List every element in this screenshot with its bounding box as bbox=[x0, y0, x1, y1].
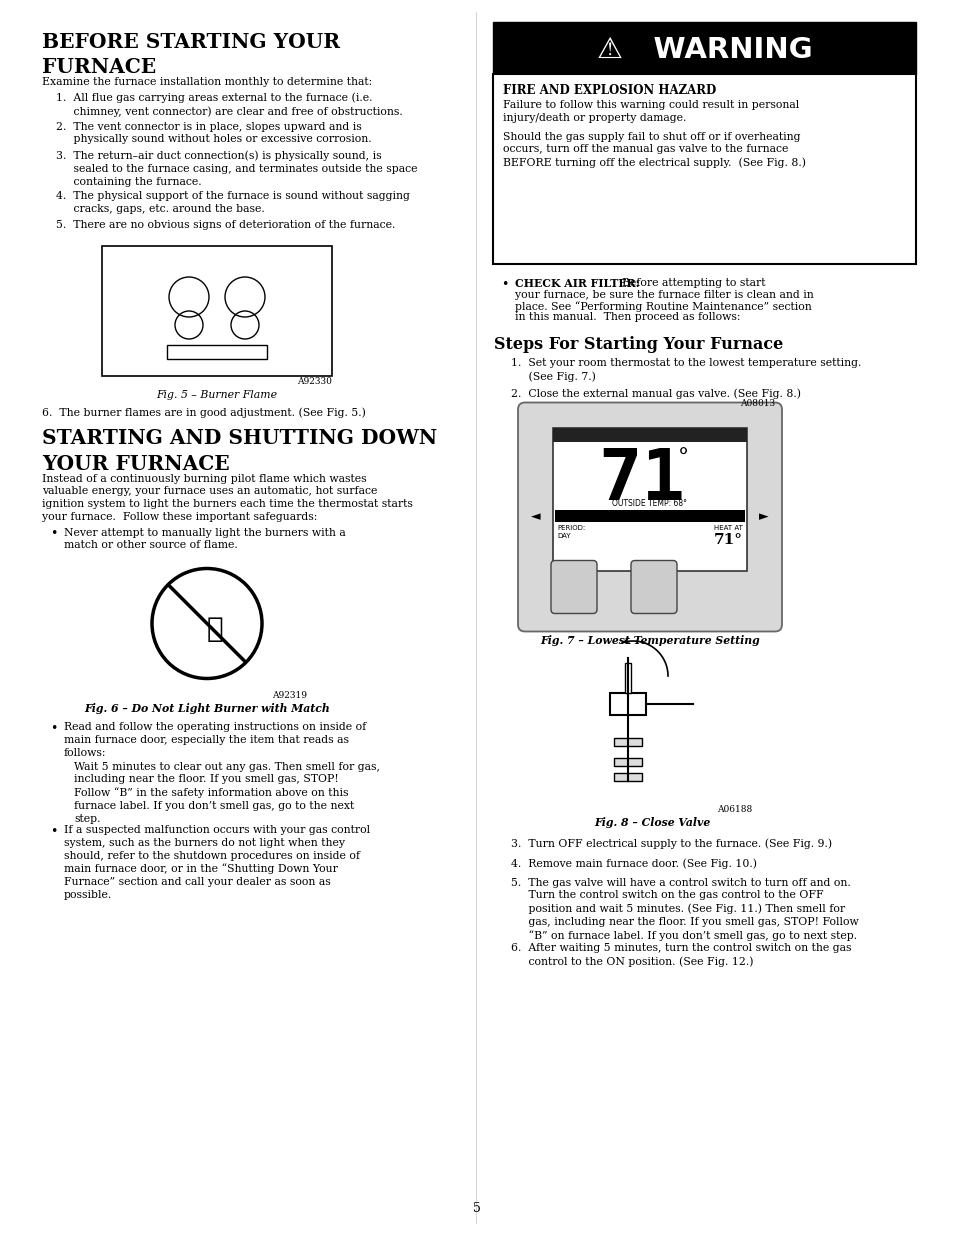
FancyBboxPatch shape bbox=[630, 561, 677, 614]
Text: 4.  The physical support of the furnace is sound without sagging
     cracks, ga: 4. The physical support of the furnace i… bbox=[56, 191, 410, 214]
Text: 3.  The return–air duct connection(s) is physically sound, is
     sealed to the: 3. The return–air duct connection(s) is … bbox=[56, 151, 417, 186]
Text: HEAT AT: HEAT AT bbox=[714, 525, 742, 531]
Text: 3.  Turn OFF electrical supply to the furnace. (See Fig. 9.): 3. Turn OFF electrical supply to the fur… bbox=[511, 839, 831, 850]
Text: FAN: AUTO: FAN: AUTO bbox=[706, 430, 743, 436]
Text: 5: 5 bbox=[473, 1202, 480, 1215]
Text: ►: ► bbox=[759, 510, 768, 524]
Text: Read and follow the operating instructions on inside of
main furnace door, espec: Read and follow the operating instructio… bbox=[64, 722, 366, 757]
Bar bbox=[624, 663, 630, 693]
Text: Fig. 5 – Burner Flame: Fig. 5 – Burner Flame bbox=[156, 389, 277, 399]
Text: Fig. 6 – Do Not Light Burner with Match: Fig. 6 – Do Not Light Burner with Match bbox=[84, 703, 330, 714]
Bar bbox=[167, 345, 267, 359]
Bar bbox=[614, 739, 641, 746]
Text: SUNDAY 12:57 PM: SUNDAY 12:57 PM bbox=[615, 510, 683, 520]
Text: 2.  Close the external manual gas valve. (See Fig. 8.): 2. Close the external manual gas valve. … bbox=[511, 388, 801, 399]
Bar bbox=[553, 427, 746, 441]
Text: PERIOD:: PERIOD: bbox=[557, 525, 584, 531]
Text: 1.  Set your room thermostat to the lowest temperature setting.
     (See Fig. 7: 1. Set your room thermostat to the lowes… bbox=[511, 358, 861, 382]
Text: Should the gas supply fail to shut off or if overheating
occurs, turn off the ma: Should the gas supply fail to shut off o… bbox=[502, 131, 805, 168]
Text: •: • bbox=[500, 278, 508, 291]
Text: Before attempting to start: Before attempting to start bbox=[615, 278, 764, 288]
Bar bbox=[493, 74, 915, 264]
Bar bbox=[609, 693, 645, 715]
Text: YOUR FURNACE: YOUR FURNACE bbox=[42, 453, 230, 473]
Text: 1.  All flue gas carrying areas external to the furnace (i.e.
     chimney, vent: 1. All flue gas carrying areas external … bbox=[56, 93, 402, 116]
Text: ◄: ◄ bbox=[531, 510, 540, 524]
Text: CHECK AIR FILTER:: CHECK AIR FILTER: bbox=[515, 278, 639, 289]
Text: 5.  There are no obvious signs of deterioration of the furnace.: 5. There are no obvious signs of deterio… bbox=[56, 220, 395, 230]
Text: your furnace, be sure the furnace filter is clean and in: your furnace, be sure the furnace filter… bbox=[515, 289, 813, 300]
Text: ZONE 1: ZONE 1 bbox=[557, 430, 583, 436]
Bar bbox=[614, 773, 641, 781]
Text: •: • bbox=[50, 722, 57, 735]
Text: •: • bbox=[50, 825, 57, 839]
Text: Fig. 8 – Close Valve: Fig. 8 – Close Valve bbox=[594, 818, 709, 827]
Text: 2.  The vent connector is in place, slopes upward and is
     physically sound w: 2. The vent connector is in place, slope… bbox=[56, 121, 372, 144]
Text: 4.  Remove main furnace door. (See Fig. 10.): 4. Remove main furnace door. (See Fig. 1… bbox=[511, 858, 757, 868]
Text: If a suspected malfunction occurs with your gas control
system, such as the burn: If a suspected malfunction occurs with y… bbox=[64, 825, 370, 900]
Text: Fig. 7 – Lowest Temperature Setting: Fig. 7 – Lowest Temperature Setting bbox=[539, 635, 760, 646]
Text: A08013: A08013 bbox=[740, 399, 774, 408]
Text: Instead of a continuously burning pilot flame which wastes
valuable energy, your: Instead of a continuously burning pilot … bbox=[42, 473, 413, 522]
Text: in this manual.  Then proceed as follows:: in this manual. Then proceed as follows: bbox=[515, 312, 740, 322]
Bar bbox=[555, 510, 744, 521]
Bar bbox=[553, 427, 746, 571]
Bar bbox=[102, 246, 332, 375]
Text: Examine the furnace installation monthly to determine that:: Examine the furnace installation monthly… bbox=[42, 77, 372, 86]
FancyBboxPatch shape bbox=[551, 561, 597, 614]
Text: Failure to follow this warning could result in personal
injury/death or property: Failure to follow this warning could res… bbox=[502, 100, 799, 124]
Text: •: • bbox=[50, 527, 57, 541]
FancyBboxPatch shape bbox=[517, 403, 781, 631]
Text: BEFORE STARTING YOUR: BEFORE STARTING YOUR bbox=[42, 32, 340, 52]
Text: ⚠   WARNING: ⚠ WARNING bbox=[596, 36, 811, 64]
Text: A92330: A92330 bbox=[296, 378, 332, 387]
Text: DAY: DAY bbox=[557, 534, 570, 540]
Text: °: ° bbox=[678, 447, 688, 469]
Text: FURNACE: FURNACE bbox=[42, 57, 156, 77]
Text: Wait 5 minutes to clear out any gas. Then smell for gas,
including near the floo: Wait 5 minutes to clear out any gas. The… bbox=[74, 762, 379, 824]
Text: 5.  The gas valve will have a control switch to turn off and on.
     Turn the c: 5. The gas valve will have a control swi… bbox=[511, 878, 858, 941]
Text: FIRE AND EXPLOSION HAZARD: FIRE AND EXPLOSION HAZARD bbox=[502, 84, 716, 98]
Text: OUTSIDE TEMP: 68°: OUTSIDE TEMP: 68° bbox=[612, 499, 687, 509]
Text: STARTING AND SHUTTING DOWN: STARTING AND SHUTTING DOWN bbox=[42, 429, 436, 448]
Bar bbox=[614, 758, 641, 766]
Text: Never attempt to manually light the burners with a
match or other source of flam: Never attempt to manually light the burn… bbox=[64, 527, 345, 551]
Text: Steps For Starting Your Furnace: Steps For Starting Your Furnace bbox=[494, 336, 782, 353]
Text: 6.  The burner flames are in good adjustment. (See Fig. 5.): 6. The burner flames are in good adjustm… bbox=[42, 408, 366, 417]
Text: 🔥: 🔥 bbox=[207, 615, 223, 642]
Text: 71°: 71° bbox=[713, 534, 742, 547]
Text: 6.  After waiting 5 minutes, turn the control switch on the gas
     control to : 6. After waiting 5 minutes, turn the con… bbox=[511, 944, 851, 967]
Bar bbox=[493, 22, 915, 74]
Text: place. See “Performing Routine Maintenance” section: place. See “Performing Routine Maintenan… bbox=[515, 301, 811, 311]
Text: A92319: A92319 bbox=[272, 690, 307, 699]
Text: 71: 71 bbox=[598, 446, 685, 515]
Text: A06188: A06188 bbox=[716, 805, 751, 814]
